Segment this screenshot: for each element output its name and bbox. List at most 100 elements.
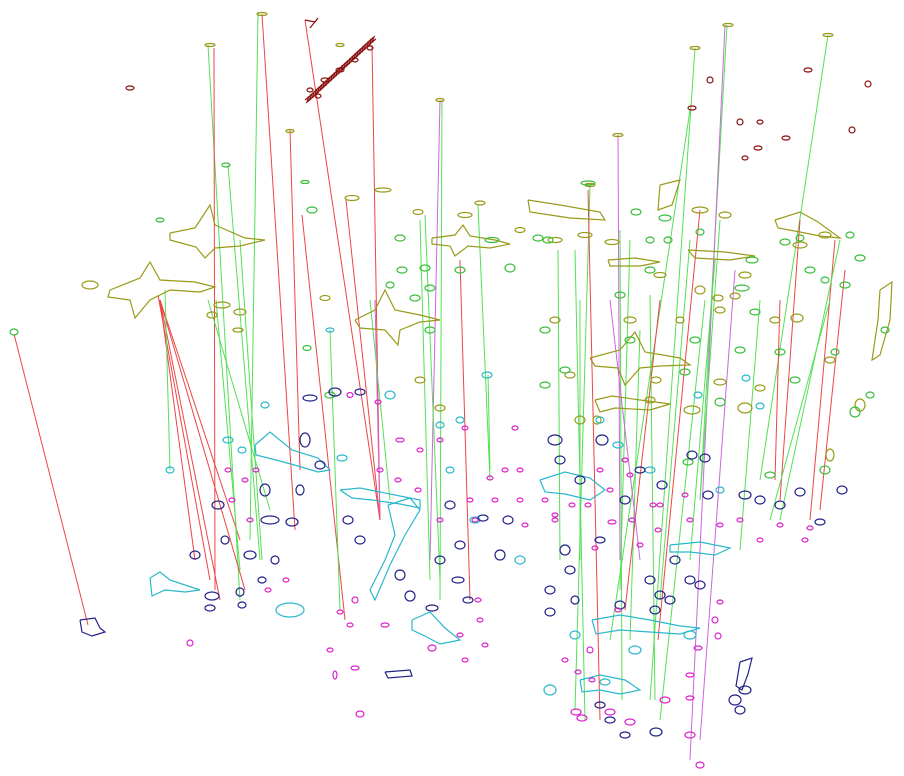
contour-blob xyxy=(204,42,216,48)
contour-blob xyxy=(619,731,631,739)
match-line xyxy=(164,289,171,471)
contour-blob xyxy=(741,374,751,382)
match-line xyxy=(809,239,836,521)
contour-small xyxy=(282,577,290,583)
contour-blob xyxy=(502,515,514,525)
contour-blob xyxy=(481,371,493,379)
contour-blob xyxy=(514,555,526,565)
contour-blob xyxy=(689,45,701,51)
edge-contours xyxy=(9,11,893,769)
contour-blob xyxy=(880,326,890,334)
contour-small xyxy=(596,467,604,473)
contour-small xyxy=(351,596,359,604)
match-line xyxy=(759,34,829,481)
scribble-blob xyxy=(351,57,359,63)
contour-blob xyxy=(484,236,500,244)
contour-blob xyxy=(213,301,231,309)
contour-small xyxy=(649,502,657,508)
contour-small xyxy=(551,512,559,518)
contour-blob xyxy=(738,685,752,695)
contour-small xyxy=(416,447,424,453)
contour-blob xyxy=(285,128,295,134)
contour-small xyxy=(714,632,722,640)
contour-small xyxy=(576,714,588,722)
contour-blob xyxy=(434,404,446,412)
contour-blob xyxy=(435,421,445,429)
contour-blob xyxy=(649,605,661,615)
contour-blob xyxy=(424,326,436,334)
contour-blob xyxy=(764,471,776,479)
contour-blob xyxy=(604,238,620,246)
contour-small xyxy=(461,425,469,431)
contour-blob xyxy=(419,264,431,272)
contour-small xyxy=(588,677,596,683)
match-line xyxy=(689,259,716,561)
contour-small xyxy=(614,607,622,613)
scribble-blob xyxy=(803,67,813,73)
contour-small xyxy=(516,497,524,503)
contour-blob xyxy=(462,596,474,604)
contour-blob xyxy=(354,535,366,545)
contour-blob xyxy=(693,391,703,399)
contour-outline xyxy=(607,257,661,267)
contour-blob xyxy=(155,217,165,223)
contour-small xyxy=(414,487,422,493)
contour-blob xyxy=(682,458,694,466)
contour-blob xyxy=(820,276,830,284)
contour-blob xyxy=(434,555,446,565)
contour-blob xyxy=(532,234,544,242)
match-line xyxy=(699,269,736,741)
scribble-blob xyxy=(864,80,872,88)
contour-blob xyxy=(237,601,247,609)
contour-blob xyxy=(494,549,506,561)
contour-outline xyxy=(539,471,607,501)
contour-blob xyxy=(845,231,855,239)
contour-small xyxy=(350,665,360,671)
contour-blob xyxy=(319,294,331,302)
contour-small xyxy=(584,502,592,508)
contour-small xyxy=(736,517,744,523)
contour-blob xyxy=(653,271,667,279)
contour-outline xyxy=(339,487,421,509)
contour-small xyxy=(521,522,529,528)
contour-blob xyxy=(839,281,851,289)
contour-blob xyxy=(774,500,786,510)
contour-blob xyxy=(544,607,556,617)
contour-blob xyxy=(295,484,305,496)
match-line xyxy=(215,299,241,571)
match-line xyxy=(739,299,761,551)
contour-blob xyxy=(435,97,445,103)
contour-blob xyxy=(394,569,406,581)
contour-small xyxy=(336,609,344,615)
match-line xyxy=(699,219,721,501)
contour-blob xyxy=(644,575,656,585)
contour-small xyxy=(326,647,334,653)
contour-blob xyxy=(654,590,666,600)
contour-blob xyxy=(789,376,801,384)
contour-blob xyxy=(425,604,439,612)
contour-blob xyxy=(324,391,336,399)
match-line xyxy=(659,299,706,721)
contour-blob xyxy=(299,432,311,448)
scribble-blob xyxy=(687,105,697,111)
contour-small xyxy=(654,527,662,533)
contour-blob xyxy=(699,453,711,463)
contour-outline xyxy=(384,669,413,679)
contour-blob xyxy=(649,727,663,737)
match-line xyxy=(329,329,341,611)
match-line xyxy=(629,329,641,641)
contour-blob xyxy=(270,555,280,565)
contour-small xyxy=(570,708,582,716)
contour-blob xyxy=(689,336,701,344)
contour-blob xyxy=(624,336,636,344)
contour-blob xyxy=(836,485,848,495)
match-line xyxy=(659,239,691,601)
contour-small xyxy=(693,645,703,651)
match-line xyxy=(439,99,443,601)
contour-small xyxy=(621,457,629,463)
contour-small xyxy=(511,425,519,431)
match-line xyxy=(13,333,89,626)
contour-blob xyxy=(822,32,834,38)
contour-blob xyxy=(342,515,354,525)
contour-blob xyxy=(691,206,709,214)
